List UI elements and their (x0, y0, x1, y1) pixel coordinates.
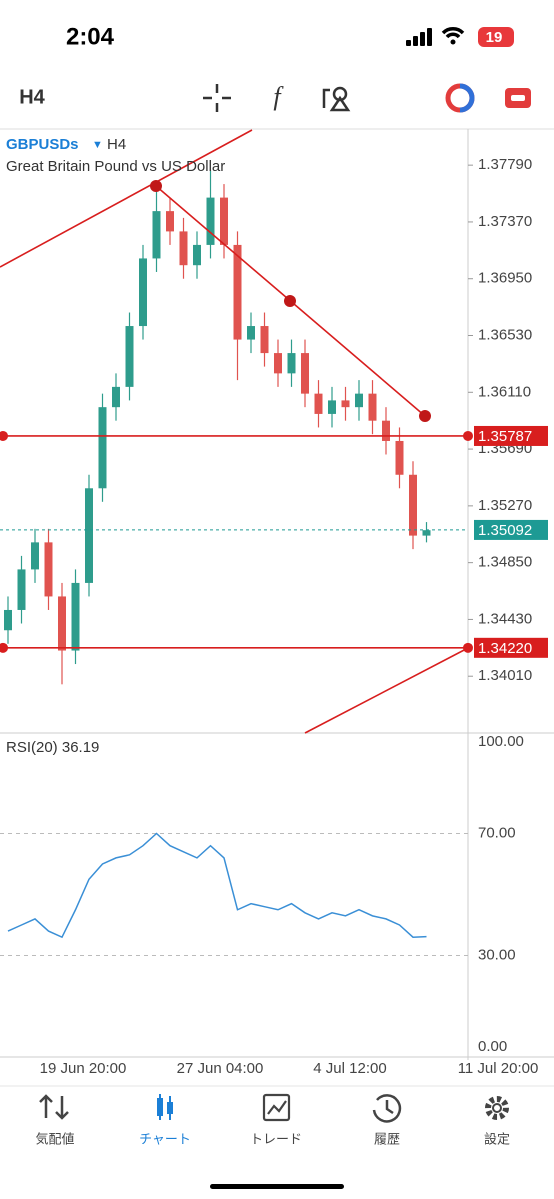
y-tick-label: 1.34850 (478, 554, 532, 571)
rsi-label: RSI(20) 36.19 (6, 739, 99, 756)
signal-icon (406, 28, 432, 46)
candle-body (58, 596, 66, 651)
trade-icon (262, 1093, 291, 1122)
symbol-timeframe: H4 (107, 136, 126, 153)
plot (4, 170, 431, 685)
status-time: 2:04 (66, 23, 115, 50)
candle-body (341, 400, 350, 408)
symbol-dropdown[interactable]: ▼ (92, 139, 103, 151)
history-icon (372, 1094, 402, 1123)
candle-body (314, 393, 323, 414)
tab-label[interactable]: 設定 (484, 1131, 510, 1146)
chart-icon (157, 1094, 173, 1120)
symbol[interactable]: GBPUSDs (6, 136, 79, 153)
candle-body (71, 582, 80, 651)
tab-label[interactable]: チャート (139, 1131, 191, 1146)
candle-body (17, 569, 26, 610)
candle-body (233, 244, 242, 340)
candle-body (301, 353, 309, 394)
rsi-tick-label: 70.00 (478, 824, 516, 841)
symbol-description: Great Britain Pound vs US Dollar (6, 158, 225, 175)
x-tick-label: 19 Jun 20:00 (40, 1060, 127, 1077)
candle-body (220, 197, 228, 245)
rsi-tick-label: 100.00 (478, 733, 524, 750)
level-label: 1.34220 (478, 640, 532, 657)
level-label: 1.35787 (478, 428, 532, 445)
y-tick-label: 1.36530 (478, 326, 532, 343)
level-tag (474, 637, 548, 658)
trade-button-half (459, 83, 475, 113)
depth-button-inner (511, 95, 525, 101)
settings-icon (485, 1096, 509, 1120)
y-tick-label: 1.34010 (478, 667, 532, 684)
tab-label[interactable]: 気配値 (35, 1131, 74, 1146)
level-handle (463, 642, 473, 653)
x-tick-label: 11 Jul 20:00 (458, 1060, 539, 1077)
indicators-button[interactable]: f (273, 82, 284, 111)
current-price-tag (474, 519, 548, 540)
candle-body (31, 542, 39, 570)
candle-body (98, 407, 107, 489)
level-tag (474, 425, 548, 446)
candle-body (355, 393, 363, 408)
crosshair-button[interactable] (203, 84, 231, 112)
candle-body (125, 326, 134, 387)
candle-body (274, 353, 282, 374)
candle-body (409, 474, 417, 536)
rsi-tick-label: 30.00 (478, 946, 516, 963)
tab-label[interactable]: 履歴 (374, 1131, 400, 1146)
timeframe-button[interactable]: H4 (19, 86, 45, 108)
wifi-icon (441, 27, 465, 39)
candle-body (112, 386, 120, 408)
candle-body (193, 244, 201, 266)
battery-icon (478, 27, 514, 47)
x-tick-label: 4 Jul 12:00 (313, 1060, 386, 1077)
x-tick-label: 27 Jun 04:00 (177, 1060, 264, 1077)
quotes-icon (39, 1094, 69, 1120)
tab-label[interactable]: トレード (250, 1131, 302, 1146)
candle-body (422, 530, 431, 536)
candle-body (247, 326, 255, 340)
y-tick-label: 1.37790 (478, 156, 532, 173)
candle-body (260, 326, 269, 354)
level-handle (463, 430, 473, 441)
candle-body (382, 420, 390, 441)
candle-body (139, 258, 147, 327)
candle-body (287, 353, 296, 374)
candle-body (328, 400, 336, 414)
objects-button[interactable] (322, 86, 351, 112)
wifi-dot (450, 39, 456, 45)
y-tick-label: 1.34430 (478, 610, 532, 627)
candle-body (395, 440, 404, 475)
y-tick-label: 1.36950 (478, 270, 532, 287)
candle-body (85, 488, 93, 583)
rsi-tick-label: 0.00 (478, 1038, 507, 1055)
candle-body (368, 393, 377, 421)
trend-lines (0, 129, 469, 734)
level-handle (0, 642, 8, 653)
candle-body (44, 542, 53, 597)
home-indicator (210, 1184, 344, 1189)
trend-points (150, 180, 431, 422)
candle-body (166, 211, 174, 232)
tabs: 気配値 チャート トレード 履歴 設定 (35, 1131, 510, 1146)
y-tick-label: 1.37370 (478, 213, 532, 230)
candle-body (206, 197, 215, 245)
candle-body (152, 211, 161, 259)
y-tick-label: 1.36110 (478, 383, 531, 400)
settings-icon-center (492, 1103, 502, 1113)
rsi-line (7, 832, 427, 939)
candle-body (179, 231, 188, 266)
current-price-label: 1.35092 (478, 522, 532, 539)
candle-body (4, 609, 12, 631)
battery-level: 19 (486, 29, 503, 46)
y-tick-label: 1.35270 (478, 497, 532, 514)
level-handle (0, 430, 8, 441)
